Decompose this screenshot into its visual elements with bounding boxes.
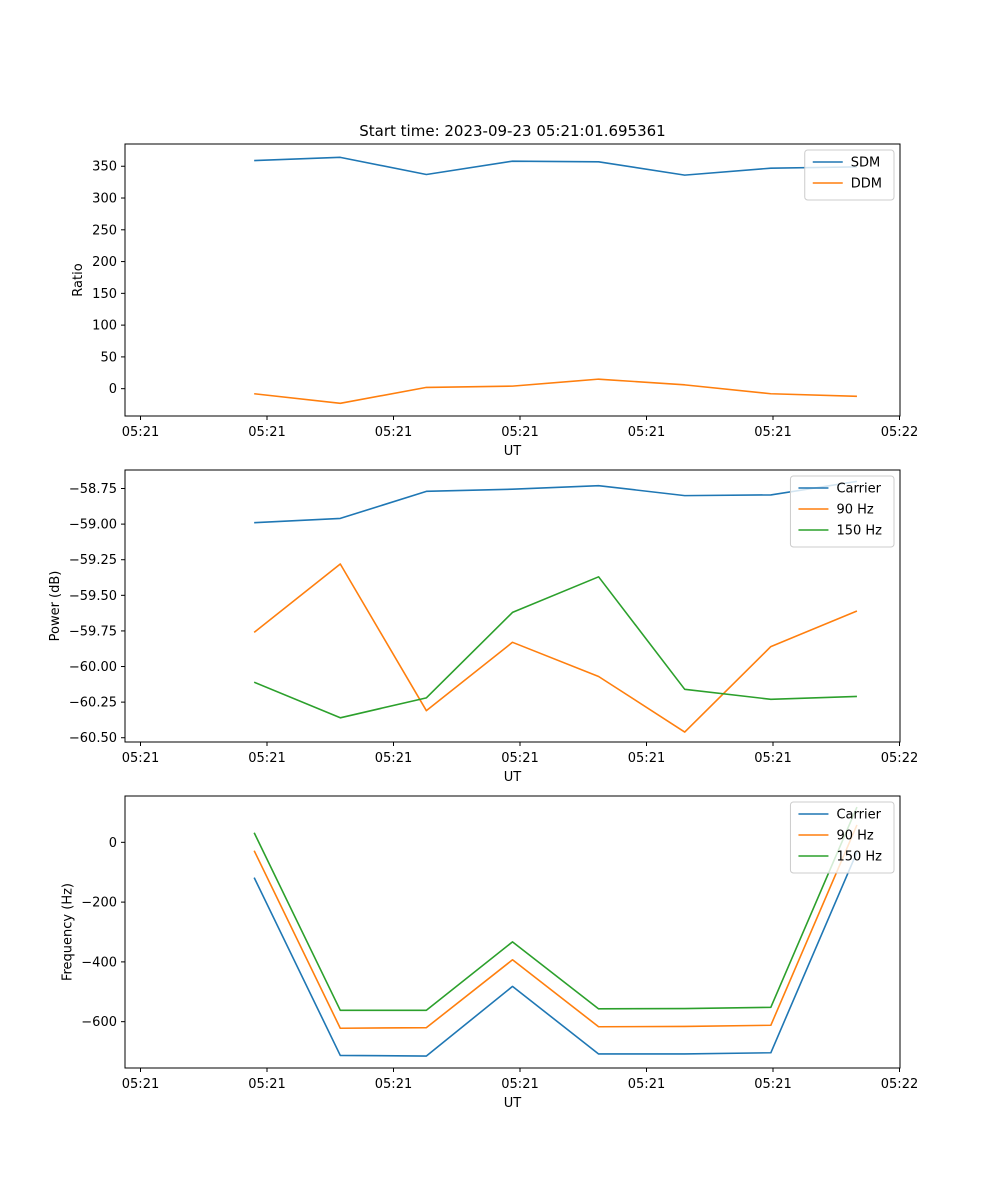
chart-panel-3: 05:21 05:21 05:21 05:21 05:21 05:21 05:22 UT −60… — [60, 795, 918, 1111]
axes-frame — [124, 795, 901, 1069]
legend-label: 90 Hz — [836, 503, 873, 518]
x-tick-label: 05:21 — [628, 1077, 665, 1092]
x-tick-label: 05:21 — [754, 1077, 791, 1092]
legend-label: SDM — [851, 156, 880, 171]
series-line-150-hz — [253, 806, 858, 1012]
x-tick-label: 05:21 — [375, 425, 412, 440]
y-tick-label: 250 — [92, 223, 117, 238]
chart-panel-2: 05:21 05:21 05:21 05:21 05:21 05:21 05:22 UT −60… — [48, 469, 918, 785]
legend-label: 150 Hz — [836, 850, 882, 865]
y-axis-label: Frequency (Hz) — [60, 883, 75, 981]
x-tick-label: 05:21 — [501, 1077, 538, 1092]
legend-label: 90 Hz — [836, 829, 873, 844]
series-line-carrier — [254, 480, 858, 524]
y-tick-label: −58.75 — [69, 482, 117, 497]
y-tick-label: −200 — [81, 896, 117, 911]
legend: Carrier 90 Hz 150 Hz — [789, 475, 895, 548]
x-axis-label: UT — [504, 1096, 522, 1111]
axes-frame — [124, 469, 901, 743]
legend: SDM DDM — [804, 149, 895, 201]
y-tick-label: −60.00 — [69, 660, 117, 675]
series-line-sdm — [254, 156, 857, 176]
legend-label: Carrier — [836, 482, 881, 497]
y-axis-label: Ratio — [71, 263, 86, 296]
y-tick-label: 50 — [100, 350, 117, 365]
series-line-90-hz — [253, 824, 858, 1030]
y-tick-label: −59.75 — [69, 624, 117, 639]
legend-label: Carrier — [836, 808, 881, 823]
y-tick-label: −600 — [81, 1015, 117, 1030]
y-tick-label: 100 — [92, 319, 117, 334]
x-tick-label: 05:21 — [122, 1077, 159, 1092]
y-tick-label: −60.25 — [69, 696, 117, 711]
series-line-150-hz — [253, 576, 857, 719]
x-tick-label: 05:21 — [754, 751, 791, 766]
x-tick-label: 05:21 — [501, 425, 538, 440]
x-tick-label: 05:22 — [881, 1077, 918, 1092]
x-tick-label: 05:21 — [248, 425, 285, 440]
x-tick-label: 05:21 — [248, 1077, 285, 1092]
y-tick-label: 350 — [92, 160, 117, 175]
x-tick-label: 05:21 — [122, 425, 159, 440]
x-tick-label: 05:21 — [248, 751, 285, 766]
x-tick-label: 05:21 — [628, 751, 665, 766]
y-tick-label: 200 — [92, 255, 117, 270]
y-tick-label: −60.50 — [69, 731, 117, 746]
legend-label: 150 Hz — [836, 524, 882, 539]
y-axis-label: Power (dB) — [48, 571, 63, 642]
y-tick-label: −59.25 — [69, 553, 117, 568]
x-axis-label: UT — [504, 444, 522, 459]
x-tick-label: 05:21 — [501, 751, 538, 766]
y-tick-label: −400 — [81, 955, 117, 970]
legend: Carrier 90 Hz 150 Hz — [789, 801, 895, 874]
y-tick-label: −59.00 — [69, 518, 117, 533]
x-axis-label: UT — [504, 770, 522, 785]
y-tick-label: 300 — [92, 192, 117, 207]
legend-label: DDM — [851, 177, 882, 192]
series-line-ddm — [254, 378, 857, 405]
x-tick-label: 05:21 — [375, 751, 412, 766]
x-tick-label: 05:22 — [881, 425, 918, 440]
x-tick-label: 05:21 — [375, 1077, 412, 1092]
series-line-90-hz — [253, 563, 858, 733]
legend-box — [804, 149, 895, 201]
y-tick-label: 0 — [109, 382, 117, 397]
y-tick-label: −59.50 — [69, 589, 117, 604]
x-tick-label: 05:21 — [628, 425, 665, 440]
y-tick-label: 0 — [109, 836, 117, 851]
series-line-carrier — [253, 851, 858, 1057]
y-tick-label: 150 — [92, 287, 117, 302]
chart-panel-1: 05:21 05:21 05:21 05:21 05:21 05:21 05:22 UT 0 50… — [71, 143, 918, 459]
axes-frame — [124, 143, 901, 417]
figure-title: Start time: 2023-09-23 05:21:01.695361 — [359, 122, 665, 140]
x-tick-label: 05:21 — [122, 751, 159, 766]
x-tick-label: 05:21 — [754, 425, 791, 440]
x-tick-label: 05:22 — [881, 751, 918, 766]
